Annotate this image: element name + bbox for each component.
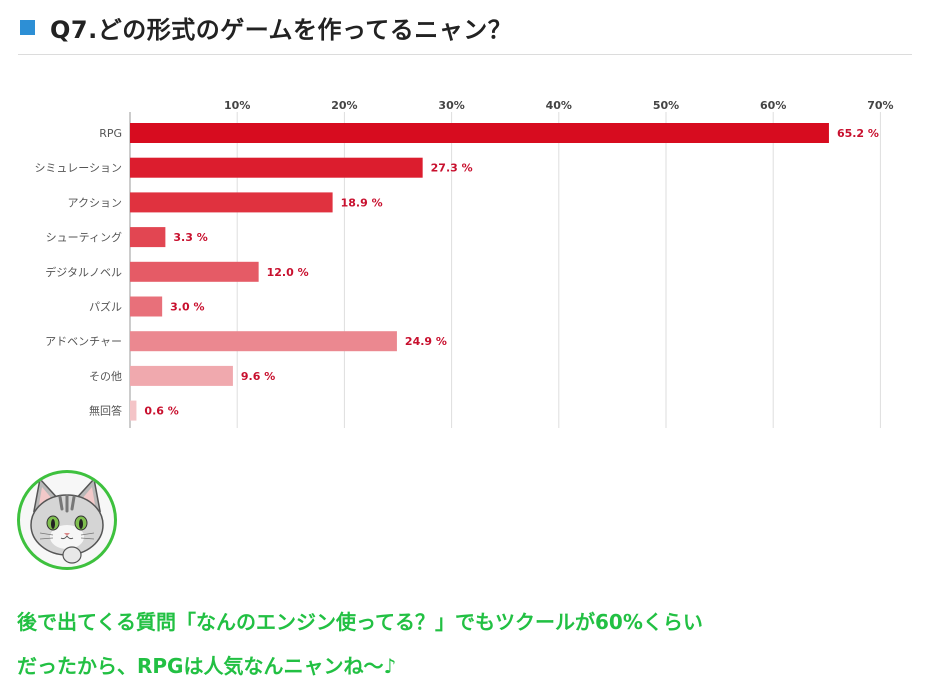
bar <box>130 296 163 317</box>
comment-line-1: 後で出てくる質問「なんのエンジン使ってる？」でもツクールが60%くらい <box>17 610 703 634</box>
data-label: 27.3 % <box>431 162 473 175</box>
comment-text: 後で出てくる質問「なんのエンジン使ってる？」でもツクールが60%くらい だったか… <box>17 600 917 688</box>
bar <box>130 400 137 421</box>
category-label: デジタルノベル <box>45 265 122 279</box>
bar <box>130 365 233 386</box>
x-tick-label: 20% <box>331 99 357 112</box>
category-label: その他 <box>89 370 122 383</box>
x-tick-label: 30% <box>438 99 464 112</box>
bar <box>130 157 423 178</box>
cat-face-icon <box>30 477 104 564</box>
bar <box>130 331 397 352</box>
category-label: 無回答 <box>89 404 122 418</box>
category-label: RPG <box>99 127 122 140</box>
header-square-icon <box>20 20 35 35</box>
bar <box>130 123 829 143</box>
data-label: 24.9 % <box>405 335 447 348</box>
x-tick-label: 70% <box>867 99 893 112</box>
cat-avatar <box>17 470 117 570</box>
data-label: 18.9 % <box>341 196 383 209</box>
data-label: 3.3 % <box>173 231 207 244</box>
bar <box>130 192 333 213</box>
data-label: 3.0 % <box>170 301 204 314</box>
bar <box>130 261 259 282</box>
x-tick-label: 60% <box>760 99 786 112</box>
x-tick-label: 40% <box>546 99 572 112</box>
category-label: アドベンチャー <box>45 335 122 348</box>
category-label: アクション <box>68 196 122 209</box>
data-label: 9.6 % <box>241 370 275 383</box>
data-label: 65.2 % <box>837 127 879 140</box>
page-title: Q7.どの形式のゲームを作ってるニャン？ <box>50 16 513 44</box>
bar-chart: 10% 20% 30% 40% 50% 60% 70% RPG 65.2 % シミュレーション 27… <box>34 99 894 428</box>
comment-line-2: だったから、RPGは人気なんニャンね～♪ <box>17 654 397 678</box>
category-label: シューティング <box>46 230 122 244</box>
data-label: 0.6 % <box>144 405 178 418</box>
category-label: パズル <box>89 300 122 314</box>
category-label: シミュレーション <box>34 162 122 175</box>
data-label: 12.0 % <box>267 266 309 279</box>
x-tick-label: 50% <box>653 99 679 112</box>
bar <box>130 227 166 248</box>
x-tick-label: 10% <box>224 99 250 112</box>
section-header: Q7.どの形式のゲームを作ってるニャン？ <box>18 8 912 55</box>
